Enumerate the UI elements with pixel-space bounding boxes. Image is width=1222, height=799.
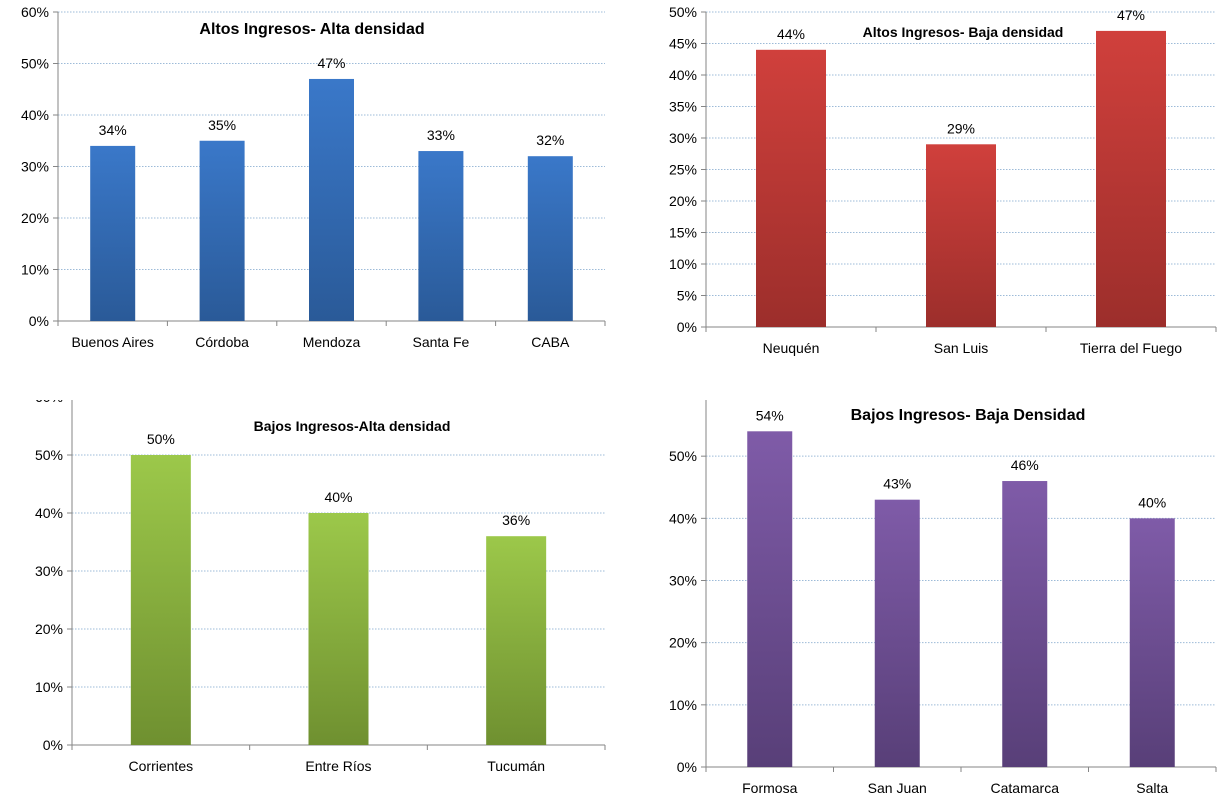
data-label-formosa: 54%: [756, 407, 784, 423]
y-tick-label: 20%: [21, 210, 49, 226]
x-tick-label-buenos-aires: Buenos Aires: [71, 334, 154, 350]
chart-altos-alta: 0% 10% 20% 30% 40% 50% 60% 34% Buenos Aires 35% Có…: [21, 4, 606, 350]
y-tick-label: 10%: [21, 262, 49, 278]
x-tick-label-santa-fe: Santa Fe: [412, 334, 469, 350]
bar-caba: [527, 156, 573, 321]
y-tick-label: 0%: [29, 313, 49, 329]
y-tick-label: 10%: [35, 679, 63, 695]
chart-title: Altos Ingresos- Alta densidad: [199, 21, 424, 38]
chart-bajos-alta: 0% 10% 20% 30% 40% 50% 60% 50% Corrientes 40% Entr…: [35, 400, 606, 774]
chart-title: Bajos Ingresos-Alta densidad: [254, 418, 451, 434]
y-tick-label: 40%: [669, 510, 697, 526]
x-tick-label-corrientes: Corrientes: [129, 758, 194, 774]
x-tick-label-san-luis: San Luis: [934, 340, 988, 356]
x-tick-label-tierra-del-fuego: Tierra del Fuego: [1080, 340, 1182, 356]
bar-tucuman: [486, 536, 547, 745]
data-label-san-juan: 43%: [883, 476, 911, 492]
data-label-caba: 32%: [536, 132, 564, 148]
y-tick-label: 30%: [669, 130, 697, 146]
y-tick-label: 10%: [669, 697, 697, 713]
y-tick-label: 45%: [669, 36, 697, 52]
y-tick-label: 20%: [669, 635, 697, 651]
y-tick-label: 50%: [21, 56, 49, 72]
bar-san-luis: [926, 144, 996, 327]
bar-formosa: [747, 431, 793, 767]
y-tick-label: 20%: [35, 621, 63, 637]
chart-title: Altos Ingresos- Baja densidad: [863, 24, 1064, 40]
x-tick-label-salta: Salta: [1136, 780, 1168, 796]
data-label-entre-rios: 40%: [324, 489, 352, 505]
chart-title: Bajos Ingresos- Baja Densidad: [851, 407, 1086, 424]
y-tick-label: 50%: [669, 4, 697, 20]
y-tick-label: 20%: [669, 193, 697, 209]
x-tick-label-formosa: Formosa: [742, 780, 797, 796]
bar-buenos-aires: [90, 145, 136, 321]
y-tick-label: 40%: [21, 107, 49, 123]
data-label-corrientes: 50%: [147, 431, 175, 447]
x-tick-label-mendoza: Mendoza: [303, 334, 361, 350]
y-tick-label: 50%: [669, 448, 697, 464]
bar-san-juan: [874, 499, 920, 767]
y-tick-label: 0%: [43, 737, 63, 753]
data-label-cordoba: 35%: [208, 117, 236, 133]
bar-mendoza: [309, 78, 354, 321]
bar-entre-rios: [308, 513, 369, 745]
data-label-san-luis: 29%: [947, 120, 975, 136]
bar-salta: [1129, 518, 1175, 767]
bar-santa-fe: [418, 151, 464, 321]
y-tick-label: 30%: [21, 159, 49, 175]
y-tick-label: 60%: [35, 400, 63, 405]
data-label-mendoza: 47%: [317, 55, 345, 71]
y-tick-label: 35%: [669, 99, 697, 115]
y-tick-label: 60%: [669, 400, 697, 402]
x-tick-label-tucuman: Tucumán: [487, 758, 545, 774]
bar-catamarca: [1002, 481, 1048, 767]
x-tick-label-catamarca: Catamarca: [991, 780, 1060, 796]
x-tick-label-cordoba: Córdoba: [195, 334, 249, 350]
bar-corrientes: [130, 455, 191, 745]
y-tick-label: 30%: [669, 573, 697, 589]
bar-neuquen: [756, 49, 826, 328]
data-label-catamarca: 46%: [1011, 457, 1039, 473]
y-tick-label: 40%: [669, 67, 697, 83]
data-label-tierra-del-fuego: 47%: [1117, 7, 1145, 23]
data-label-tucuman: 36%: [502, 512, 530, 528]
y-tick-label: 40%: [35, 505, 63, 521]
chart-bajos-baja: 0% 10% 20% 30% 40% 50% 60% 54% Formosa 43% San Jua…: [669, 400, 1217, 796]
x-tick-label-san-juan: San Juan: [868, 780, 927, 796]
data-label-neuquen: 44%: [777, 26, 805, 42]
data-label-santa-fe: 33%: [427, 127, 455, 143]
y-tick-label: 15%: [669, 225, 697, 241]
y-tick-label: 25%: [669, 162, 697, 178]
y-tick-label: 0%: [677, 319, 697, 335]
y-tick-label: 5%: [677, 288, 697, 304]
y-tick-label: 0%: [677, 759, 697, 775]
y-tick-label: 10%: [669, 256, 697, 272]
x-tick-label-caba: CABA: [531, 334, 570, 350]
x-tick-label-entre-rios: Entre Ríos: [305, 758, 371, 774]
bar-tierra-del-fuego: [1096, 30, 1166, 328]
y-tick-label: 50%: [35, 447, 63, 463]
y-tick-label: 60%: [21, 4, 49, 20]
y-tick-label: 30%: [35, 563, 63, 579]
x-tick-label-neuquen: Neuquén: [763, 340, 820, 356]
data-label-salta: 40%: [1138, 494, 1166, 510]
bar-cordoba: [199, 140, 245, 321]
chart-altos-baja: 0% 5% 10% 15% 20% 25% 30% 35% 40% 45% 50% 44% Neuqué…: [669, 4, 1217, 356]
data-label-buenos-aires: 34%: [99, 122, 127, 138]
